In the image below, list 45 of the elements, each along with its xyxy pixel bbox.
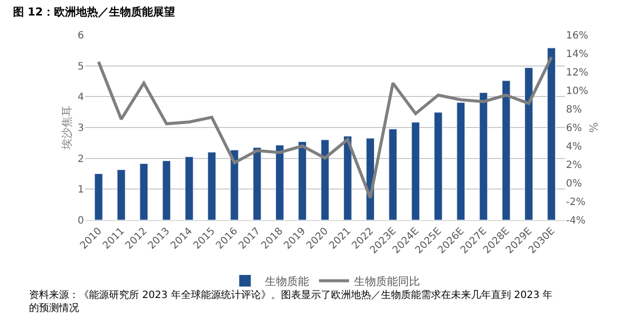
y2-tick-label: 0% <box>566 178 582 190</box>
y2-axis-title: % <box>587 122 600 133</box>
bar <box>388 128 398 220</box>
y2-tick-label: 12% <box>566 68 588 78</box>
y2-tick-label: -4% <box>566 216 586 226</box>
bar <box>162 160 171 220</box>
bar <box>411 122 420 220</box>
bar <box>230 150 239 220</box>
bar <box>434 112 442 220</box>
y-tick-label: 2 <box>78 154 84 165</box>
bar <box>456 102 466 220</box>
bar <box>298 141 307 220</box>
y-tick-label: 6 <box>78 30 84 42</box>
chart-title: 图 12：欧洲地热／生物质能展望 <box>12 6 175 19</box>
y-tick-label: 5 <box>78 61 84 72</box>
y2-tick-label: 8% <box>566 104 582 116</box>
y2-tick-label: 16% <box>566 30 588 42</box>
y2-tick-label: 2% <box>566 160 582 171</box>
bar <box>502 80 510 220</box>
bar <box>320 140 330 220</box>
bar <box>276 144 284 220</box>
bar <box>343 136 352 220</box>
bar <box>479 92 488 220</box>
y-tick-label: 3 <box>78 123 84 134</box>
y-tick-label: 4 <box>78 92 84 104</box>
bar <box>140 163 148 220</box>
bar <box>208 152 216 220</box>
y-axis-title: 埃沙焦耳 <box>60 106 74 150</box>
legend-label: 生物质能 <box>265 275 309 288</box>
bar <box>117 169 126 220</box>
bar <box>524 67 533 220</box>
y2-tick-label: 4% <box>566 142 582 152</box>
y-tick-label: 1 <box>78 184 84 196</box>
bar <box>94 174 103 220</box>
text: 资料来源：《能源研究所 2023 年全球能源统计评论》。图表显示了欧洲地热／生物质能需求在未来几年直到 2023 年的预测情况 <box>29 289 553 314</box>
y2-tick-label: 14% <box>566 49 588 60</box>
bar <box>547 48 556 220</box>
legend-label: 生物质能同比 <box>354 275 420 288</box>
bar <box>184 156 194 220</box>
line-series <box>97 56 553 200</box>
y2-tick-label: 10% <box>566 86 588 97</box>
y-tick-label: 0 <box>78 216 84 226</box>
y2-tick-label: 6% <box>566 123 582 134</box>
bar <box>252 147 262 220</box>
y2-tick-label: -2% <box>566 197 586 208</box>
